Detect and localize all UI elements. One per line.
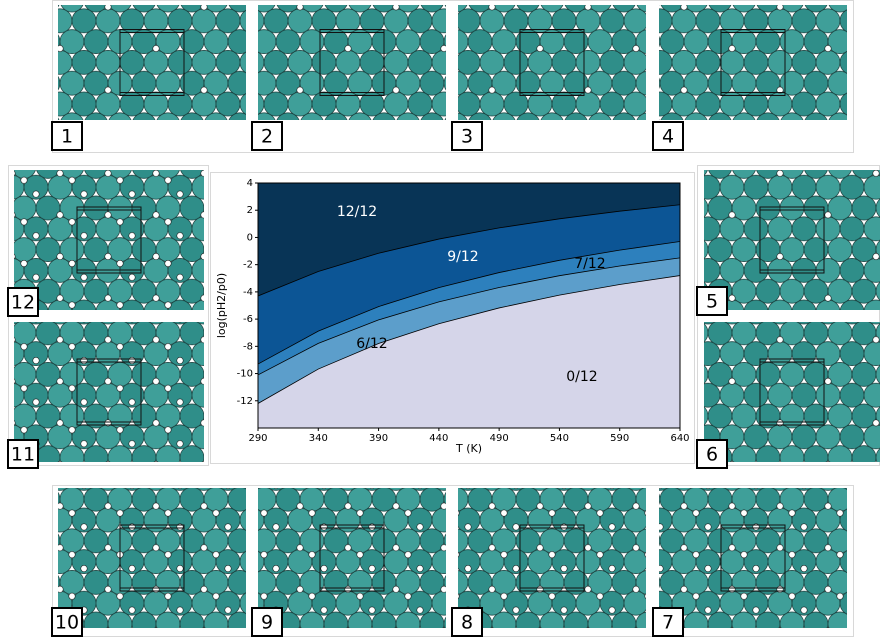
unit-cell — [720, 29, 786, 96]
phase-boundary — [258, 241, 680, 365]
plot-area — [258, 183, 680, 428]
adsorbates — [659, 5, 847, 120]
unit-cell — [759, 206, 825, 274]
x-tick-label: 490 — [490, 433, 509, 444]
panel-label: 8 — [461, 612, 473, 634]
region — [258, 241, 680, 375]
panel-label-box — [696, 286, 728, 316]
x-tick-label: 340 — [309, 433, 328, 444]
panel-label: 12 — [11, 292, 35, 314]
lattice-panel: 5 — [696, 170, 880, 316]
panel-label: 7 — [662, 612, 674, 634]
panel-label: 3 — [461, 126, 473, 148]
region — [258, 257, 680, 404]
region-label: 12/12 — [337, 204, 377, 220]
panel-label: 4 — [662, 126, 674, 148]
lattice-panel: 12 — [7, 170, 204, 317]
y-tick-label: -10 — [237, 369, 253, 380]
unit-cell — [759, 358, 825, 426]
x-tick-label: 390 — [369, 433, 388, 444]
x-tick-label: 590 — [610, 433, 629, 444]
x-axis-label: T (K) — [455, 442, 482, 455]
adsorbates — [14, 322, 204, 462]
panel-label-box — [451, 121, 483, 151]
y-axis-label: log(pH2/p0) — [215, 273, 228, 338]
region-label: 9/12 — [447, 249, 478, 265]
panel-label: 11 — [11, 444, 35, 466]
unit-cell — [319, 524, 385, 592]
y-tick-label: -8 — [243, 341, 253, 352]
unit-cell — [76, 206, 142, 274]
adsorbates — [258, 488, 446, 628]
x-tick-label: 440 — [429, 433, 448, 444]
panel-label-box — [51, 121, 83, 151]
phase-boundary — [258, 275, 680, 404]
y-tick-label: -12 — [237, 396, 253, 407]
panel-label: 5 — [706, 291, 718, 313]
y-tick-label: -6 — [243, 314, 253, 325]
adsorbates — [659, 488, 847, 628]
x-tick-label: 640 — [670, 433, 689, 444]
y-tick-label: -2 — [243, 260, 253, 271]
phase-diagram: 0/12 6/12 7/12 9/12 12/12 290 340 390 440 490 540 5… — [215, 178, 690, 455]
panel-label-box — [451, 607, 483, 637]
panel-label: 1 — [61, 126, 73, 148]
panel-label-box — [696, 439, 728, 469]
adsorbates — [58, 488, 246, 628]
panel-label: 6 — [706, 444, 718, 466]
lattice-panel: 10 — [51, 488, 246, 637]
panel-label: 2 — [261, 126, 273, 148]
adsorbates — [704, 170, 880, 310]
plot-frame — [257, 182, 681, 429]
panel-label-box — [652, 607, 684, 637]
adsorbates — [458, 488, 646, 628]
unit-cell — [519, 524, 585, 592]
lattice-panel: 4 — [652, 5, 847, 151]
lattice-panel: 9 — [251, 488, 446, 637]
region-label: 6/12 — [356, 336, 387, 352]
unit-cell — [119, 524, 185, 592]
lattice-panel: 8 — [451, 488, 646, 637]
unit-cell — [519, 29, 585, 96]
adsorbates — [58, 5, 246, 120]
region — [258, 275, 680, 428]
adsorbates — [458, 5, 646, 120]
lattice-panel: 3 — [451, 5, 646, 151]
y-tick-label: 4 — [247, 178, 253, 189]
x-tick-label: 290 — [248, 433, 267, 444]
unit-cell — [319, 29, 385, 96]
x-tick-label: 540 — [550, 433, 569, 444]
adsorbates — [14, 170, 204, 310]
unit-cell — [119, 29, 185, 96]
region-label: 7/12 — [574, 256, 605, 272]
lattice-panel: 7 — [652, 488, 847, 637]
region — [258, 204, 680, 365]
lattice-panel: 11 — [7, 322, 204, 469]
y-tick-label: 2 — [247, 205, 253, 216]
panel-label-box — [51, 607, 83, 637]
panel-label-box — [251, 121, 283, 151]
phase-boundary — [258, 257, 680, 376]
lattice-panel: 6 — [696, 322, 880, 469]
y-tick-label: 0 — [247, 232, 253, 243]
unit-cell — [76, 358, 142, 426]
panel-label-box — [7, 439, 39, 469]
panel-label: 9 — [261, 612, 273, 634]
region — [258, 183, 680, 296]
lattice-panel: 1 — [51, 5, 246, 151]
y-tick-label: -4 — [243, 287, 253, 298]
panel-label-box — [7, 287, 39, 317]
panel-label-box — [251, 607, 283, 637]
panel-label-box — [652, 121, 684, 151]
phase-boundary — [258, 204, 680, 297]
region-label: 0/12 — [566, 369, 597, 385]
adsorbates — [258, 5, 446, 120]
lattice-panel: 2 — [251, 5, 446, 151]
unit-cell — [720, 524, 786, 592]
panel-label: 10 — [55, 612, 79, 634]
adsorbates — [704, 322, 880, 462]
